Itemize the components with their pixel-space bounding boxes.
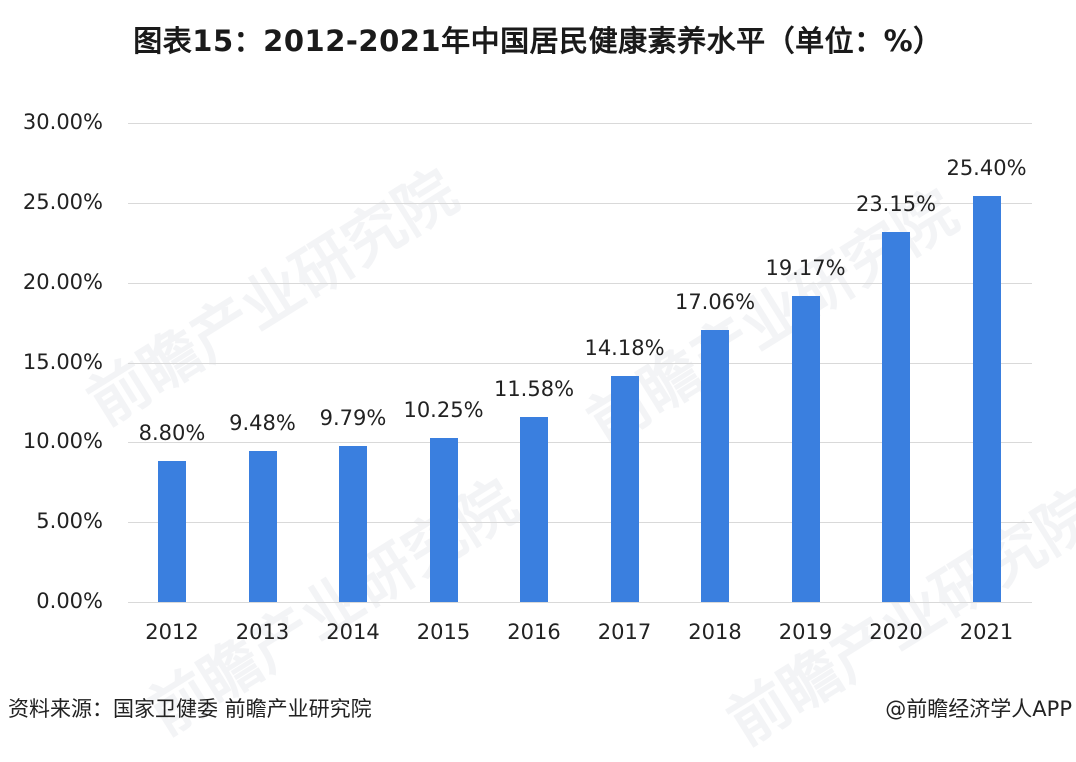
data-label: 11.58% (493, 377, 575, 402)
gridline (128, 363, 1032, 364)
y-axis-tick-label: 5.00% (36, 509, 103, 533)
data-label: 25.40% (946, 156, 1027, 181)
gridline (128, 123, 1032, 124)
data-label: 9.48% (229, 410, 296, 435)
x-axis-tick-label: 2016 (507, 620, 561, 644)
data-label: 17.06% (674, 289, 756, 314)
credit-note: @前瞻经济学人APP (885, 697, 1072, 721)
x-axis-tick-label: 2017 (597, 620, 652, 644)
data-label: 19.17% (765, 255, 846, 280)
x-axis-tick-label: 2015 (416, 620, 471, 644)
x-axis-tick-label: 2018 (688, 620, 742, 644)
gridline (128, 442, 1032, 443)
bar-2021 (972, 196, 1001, 602)
bar-2016 (520, 417, 548, 602)
data-label: 8.80% (138, 421, 206, 446)
chart-title: 图表15：2012-2021年中国居民健康素养水平（单位：%） (133, 24, 943, 58)
x-axis-tick-label: 2019 (778, 620, 833, 644)
y-axis-tick-label: 30.00% (22, 110, 103, 134)
gridline (128, 522, 1032, 523)
source-note: 资料来源：国家卫健委 前瞻产业研究院 (8, 697, 372, 721)
data-label: 14.18% (584, 335, 665, 360)
data-label: 9.79% (319, 405, 387, 430)
bar-2020 (882, 232, 910, 602)
bar-2017 (610, 375, 639, 602)
x-axis-tick-label: 2014 (326, 620, 380, 644)
x-axis-tick-label: 2021 (959, 620, 1014, 644)
y-axis-tick-label: 0.00% (36, 589, 103, 613)
y-axis-tick-label: 15.00% (22, 350, 103, 374)
data-label: 10.25% (403, 398, 484, 423)
y-axis-tick-label: 25.00% (22, 190, 103, 214)
data-label: 23.15% (855, 192, 937, 217)
y-axis-tick-label: 20.00% (22, 270, 103, 294)
x-axis-tick-label: 2012 (145, 620, 199, 644)
x-axis-tick-label: 2020 (869, 620, 923, 644)
bar-2014 (339, 445, 367, 602)
gridline (128, 203, 1032, 204)
bar-2013 (248, 450, 277, 602)
bar-2019 (791, 295, 820, 602)
bar-2012 (158, 461, 186, 602)
x-axis-tick-label: 2013 (235, 620, 290, 644)
y-axis-tick-label: 10.00% (22, 429, 103, 453)
watermark: 前瞻产业研究院 (76, 157, 470, 440)
bar-2015 (429, 438, 458, 602)
gridline (128, 602, 1032, 603)
bar-2018 (701, 329, 729, 602)
gridline (128, 283, 1032, 284)
